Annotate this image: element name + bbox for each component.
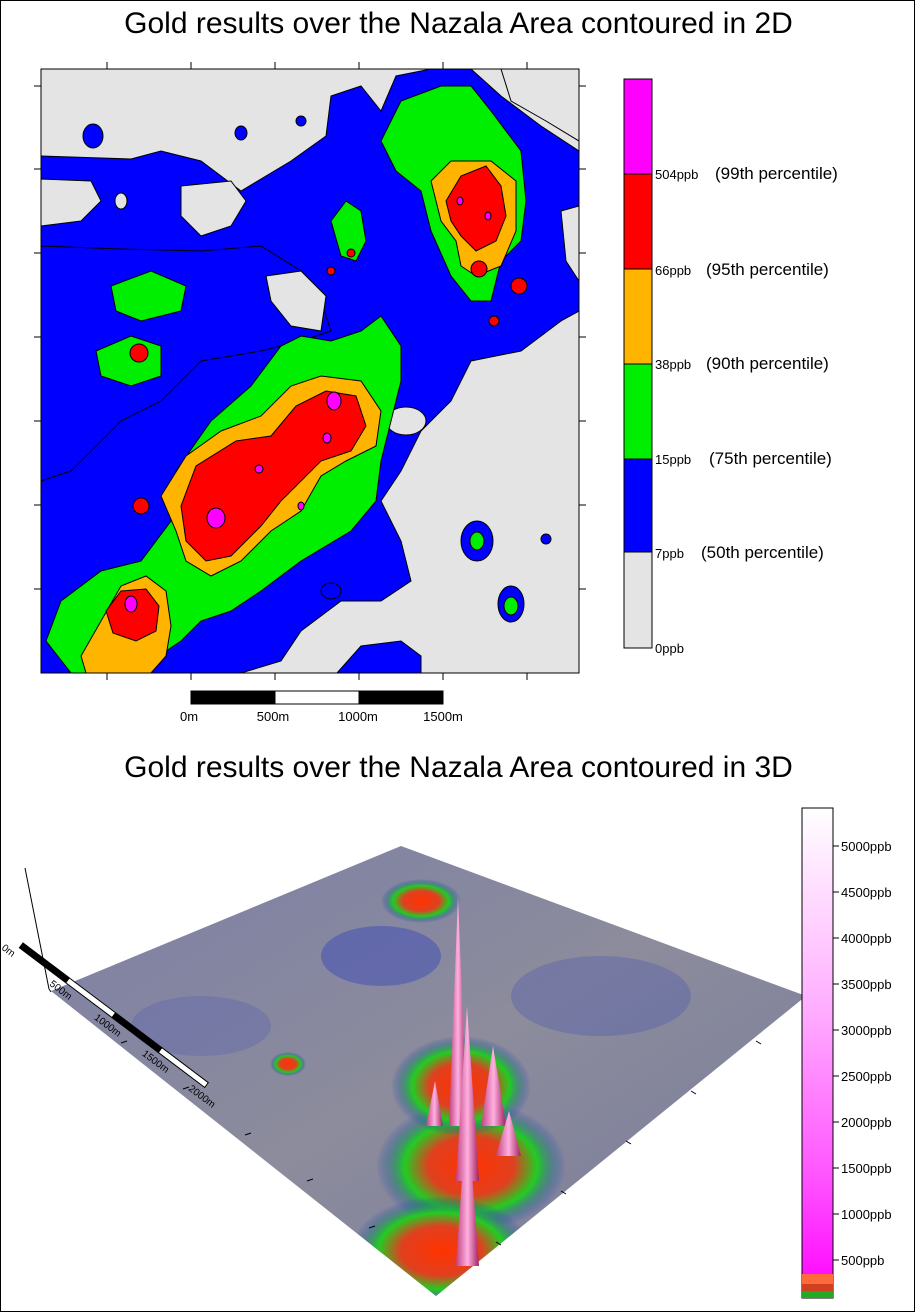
map-3d-colorbar: 5000ppb 4500ppb 4000ppb 3500ppb 3000ppb … bbox=[802, 808, 892, 1298]
legend-percentile: (90th percentile) bbox=[706, 354, 829, 373]
scalebar-segment bbox=[191, 691, 275, 704]
legend-swatch-grey bbox=[624, 552, 652, 648]
scalebar-label: 1000m bbox=[338, 709, 378, 724]
colorbar-label: 5000ppb bbox=[841, 839, 892, 854]
legend-swatch-red bbox=[624, 174, 652, 269]
scalebar-label: 1500m bbox=[423, 709, 463, 724]
scalebar-segment bbox=[359, 691, 443, 704]
legend-swatch-blue bbox=[624, 459, 652, 552]
colorbar-label: 3500ppb bbox=[841, 977, 892, 992]
colorbar-label: 3000ppb bbox=[841, 1023, 892, 1038]
legend-percentile: (99th percentile) bbox=[715, 164, 838, 183]
legend-value: 38ppb bbox=[655, 357, 691, 372]
map-3d-title: Gold results over the Nazala Area contou… bbox=[1, 751, 915, 785]
map-3d-axes bbox=[25, 868, 51, 992]
legend-percentile: (50th percentile) bbox=[701, 543, 824, 562]
scalebar-label: 0m bbox=[1, 943, 17, 960]
colorbar-label: 2500ppb bbox=[841, 1069, 892, 1084]
scalebar-segment bbox=[19, 943, 69, 983]
colorbar-label: 1000ppb bbox=[841, 1207, 892, 1222]
colorbar-label: 4000ppb bbox=[841, 931, 892, 946]
legend-value: 504ppb bbox=[655, 167, 698, 182]
colorbar-label: 4500ppb bbox=[841, 885, 892, 900]
legend-swatch-magenta bbox=[624, 79, 652, 174]
legend-value: 0ppb bbox=[655, 641, 684, 656]
map-2d: 504ppb (99th percentile) 66ppb (95th per… bbox=[1, 1, 915, 741]
legend-percentile: (75th percentile) bbox=[709, 449, 832, 468]
legend-value: 7ppb bbox=[655, 546, 684, 561]
scalebar-label: 0m bbox=[180, 709, 198, 724]
colorbar-low-band bbox=[802, 1274, 833, 1284]
legend-swatch-orange bbox=[624, 269, 652, 364]
scalebar-segment bbox=[275, 691, 359, 704]
map-2d-scalebar: 0m 500m 1000m 1500m bbox=[180, 691, 463, 724]
legend-value: 15ppb bbox=[655, 452, 691, 467]
colorbar-low-band bbox=[802, 1284, 833, 1291]
colorbar-label: 1500ppb bbox=[841, 1161, 892, 1176]
map-2d-legend: 504ppb (99th percentile) 66ppb (95th per… bbox=[624, 79, 838, 656]
legend-value: 66ppb bbox=[655, 263, 691, 278]
colorbar-label: 500ppb bbox=[841, 1253, 884, 1268]
legend-swatch-green bbox=[624, 364, 652, 459]
colorbar-low-band bbox=[802, 1291, 833, 1298]
colorbar-label: 2000ppb bbox=[841, 1115, 892, 1130]
legend-percentile: (95th percentile) bbox=[706, 260, 829, 279]
scalebar-label: 500m bbox=[257, 709, 290, 724]
map-3d: 0m 500m 1000m 1500m 2000m 5000ppb 4500pp… bbox=[1, 796, 915, 1312]
colorbar-gradient bbox=[802, 808, 833, 1298]
